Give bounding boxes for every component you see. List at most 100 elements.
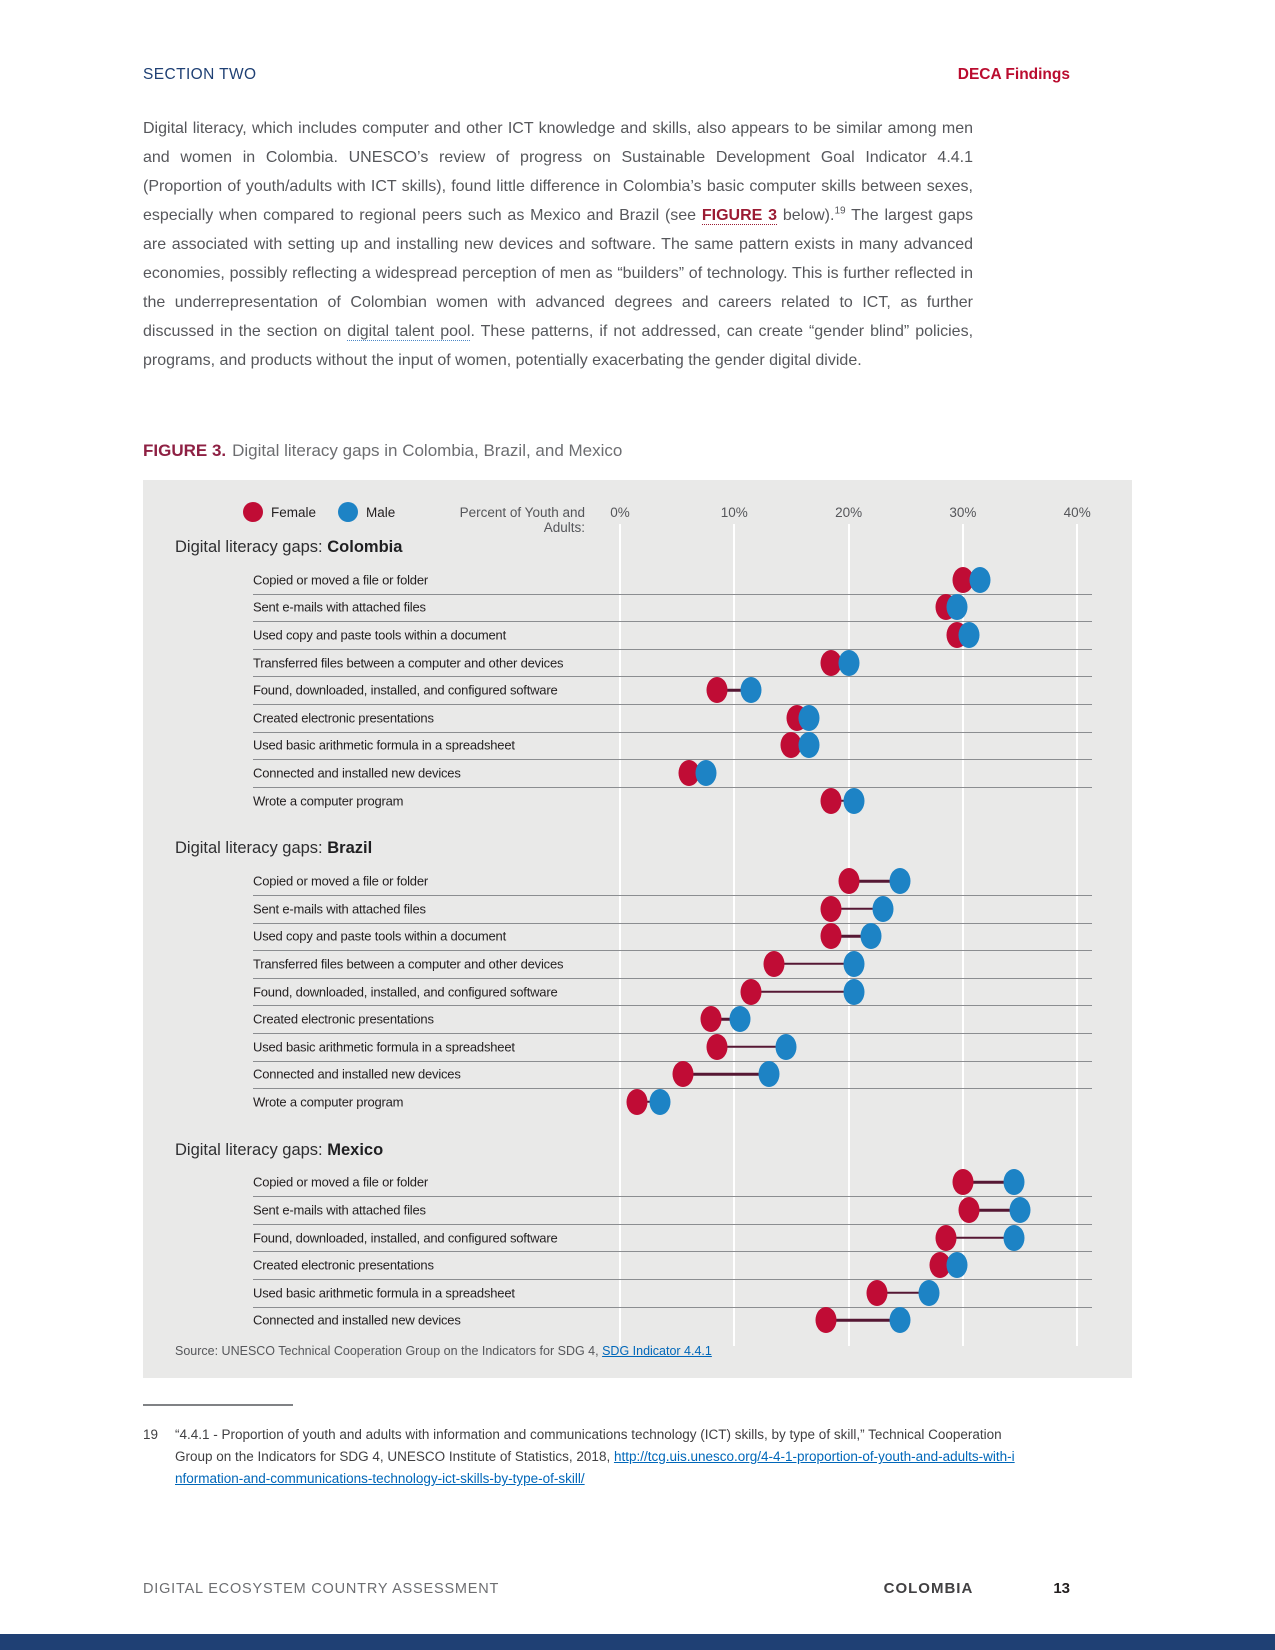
male-dot bbox=[860, 923, 882, 950]
chart-row: Connected and installed new devices bbox=[143, 759, 1132, 788]
male-dot bbox=[798, 704, 820, 731]
female-legend-label: Female bbox=[271, 504, 317, 520]
row-separator bbox=[253, 786, 1092, 788]
chart-row: Used basic arithmetic formula in a sprea… bbox=[143, 1033, 1132, 1062]
row-separator bbox=[253, 1196, 1092, 1198]
page-number: 13 bbox=[1053, 1580, 1070, 1597]
axis-title: Percent of Youth and Adults: bbox=[459, 505, 585, 535]
female-dot bbox=[952, 1169, 974, 1196]
axis-tick-label: 0% bbox=[610, 505, 630, 520]
female-dot bbox=[958, 1197, 980, 1224]
dumbbell-connector bbox=[831, 907, 883, 910]
female-dot bbox=[626, 1088, 648, 1115]
row-separator bbox=[253, 894, 1092, 896]
row-separator bbox=[253, 593, 1092, 595]
row-label: Found, downloaded, installed, and config… bbox=[253, 984, 558, 1000]
section-header: Digital literacy gaps: Brazil bbox=[175, 839, 1132, 858]
female-dot bbox=[935, 1224, 957, 1251]
footer-country: COLOMBIA bbox=[883, 1580, 974, 1597]
chart-row: Copied or moved a file or folder bbox=[143, 1169, 1132, 1198]
footer-title: DIGITAL ECOSYSTEM COUNTRY ASSESSMENT bbox=[143, 1581, 500, 1597]
row-label: Created electronic presentations bbox=[253, 1257, 434, 1273]
female-dot bbox=[838, 868, 860, 895]
male-dot bbox=[1003, 1169, 1025, 1196]
row-label: Used basic arithmetic formula in a sprea… bbox=[253, 1285, 515, 1301]
male-dot bbox=[729, 1006, 751, 1033]
page-header: SECTION TWO DECA Findings bbox=[143, 66, 1070, 84]
row-separator bbox=[253, 676, 1092, 678]
paragraph-text: Digital literacy, which includes compute… bbox=[143, 120, 973, 224]
female-legend-dot bbox=[243, 502, 263, 522]
female-dot bbox=[780, 732, 802, 759]
female-dot bbox=[706, 1033, 728, 1060]
row-label: Copied or moved a file or folder bbox=[253, 873, 428, 889]
dumbbell-connector bbox=[825, 1319, 901, 1322]
male-dot bbox=[958, 621, 980, 648]
chart-sections: Digital literacy gaps: Colombia Copied or… bbox=[143, 538, 1132, 1334]
dumbbell-connector bbox=[717, 688, 752, 692]
chart-row: Sent e-mails with attached files bbox=[143, 895, 1132, 924]
female-dot bbox=[952, 566, 974, 593]
chart-legend: Female Male bbox=[243, 502, 409, 522]
axis-tick-label: 40% bbox=[1063, 505, 1091, 520]
chart-row: Found, downloaded, installed, and config… bbox=[143, 676, 1132, 705]
male-dot bbox=[946, 594, 968, 621]
female-dot bbox=[678, 759, 700, 786]
female-dot bbox=[700, 1006, 722, 1033]
chart-row: Sent e-mails with attached files bbox=[143, 1196, 1132, 1225]
row-label: Created electronic presentations bbox=[253, 1011, 434, 1027]
gridline bbox=[1076, 524, 1079, 1346]
male-dot bbox=[843, 950, 865, 977]
chart-row: Connected and installed new devices bbox=[143, 1307, 1132, 1335]
row-label: Wrote a computer program bbox=[253, 1094, 404, 1110]
chart-row: Created electronic presentations bbox=[143, 704, 1132, 733]
row-label: Connected and installed new devices bbox=[253, 1066, 461, 1082]
sdg-indicator-link[interactable]: SDG Indicator 4.4.1 bbox=[602, 1344, 712, 1358]
paragraph-text: below). bbox=[777, 207, 835, 224]
figure3-reference-link[interactable]: FIGURE 3 bbox=[701, 207, 778, 225]
row-separator bbox=[253, 1223, 1092, 1225]
gridline bbox=[733, 524, 736, 1346]
female-dot bbox=[706, 677, 728, 704]
axis-tick-label: 10% bbox=[720, 505, 748, 520]
findings-label: DECA Findings bbox=[957, 66, 1070, 83]
figure-caption: FIGURE 3. Digital literacy gaps in Colomb… bbox=[143, 441, 622, 461]
section-header-country: Mexico bbox=[327, 1140, 384, 1159]
footnote-url-link[interactable]: http://tcg.uis.unesco.org/4-4-1-proporti… bbox=[175, 1449, 1015, 1486]
row-separator bbox=[253, 1251, 1092, 1253]
chart-row: Wrote a computer program bbox=[143, 1088, 1132, 1116]
chart-row: Transferred files between a computer and… bbox=[143, 950, 1132, 979]
dumbbell-connector bbox=[751, 990, 855, 993]
row-label: Found, downloaded, installed, and config… bbox=[253, 1230, 558, 1246]
chart-section-brazil: Digital literacy gaps: Brazil Copied or m… bbox=[143, 839, 1132, 1115]
chart-row: Copied or moved a file or folder bbox=[143, 867, 1132, 896]
body-paragraph: Digital literacy, which includes compute… bbox=[143, 114, 973, 375]
section-label: SECTION TWO bbox=[143, 66, 257, 83]
row-label: Wrote a computer program bbox=[253, 793, 404, 809]
paragraph-text: . These patterns, if not addressed, can … bbox=[143, 323, 974, 369]
female-dot bbox=[820, 923, 842, 950]
chart-row: Used copy and paste tools within a docum… bbox=[143, 621, 1132, 650]
chart-section-colombia: Digital literacy gaps: Colombia Copied or… bbox=[143, 538, 1132, 814]
male-dot bbox=[740, 677, 762, 704]
section-header: Digital literacy gaps: Colombia bbox=[175, 538, 1132, 557]
bottom-accent-bar bbox=[0, 1634, 1275, 1650]
male-dot bbox=[1003, 1224, 1025, 1251]
row-separator bbox=[253, 1005, 1092, 1007]
row-separator bbox=[253, 621, 1092, 623]
row-separator bbox=[253, 950, 1092, 952]
dumbbell-connector bbox=[962, 1181, 1015, 1184]
chart-section-mexico: Digital literacy gaps: Mexico Copied or m… bbox=[143, 1141, 1132, 1335]
footnote-marker: 19 bbox=[834, 205, 846, 217]
axis-tick-label: 20% bbox=[835, 505, 863, 520]
row-separator bbox=[253, 1060, 1092, 1062]
row-label: Sent e-mails with attached files bbox=[253, 901, 426, 917]
chart-row: Used basic arithmetic formula in a sprea… bbox=[143, 732, 1132, 761]
figure-label: FIGURE 3. bbox=[143, 441, 227, 460]
row-label: Connected and installed new devices bbox=[253, 1312, 461, 1328]
gridline bbox=[961, 524, 964, 1346]
chart-row: Copied or moved a file or folder bbox=[143, 566, 1132, 595]
dumbbell-connector bbox=[848, 879, 901, 883]
male-dot bbox=[889, 868, 911, 895]
digital-talent-pool-link[interactable]: digital talent pool bbox=[347, 323, 471, 341]
